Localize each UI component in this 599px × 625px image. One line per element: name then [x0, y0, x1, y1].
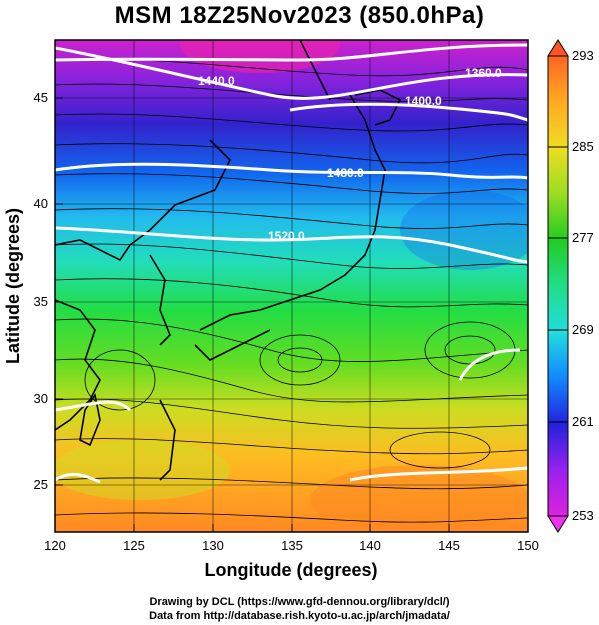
colorbar-label: 261: [572, 414, 594, 429]
x-axis-label: Longitude (degrees): [204, 560, 377, 580]
y-axis: [55, 97, 63, 486]
x-tick-label: 150: [517, 538, 539, 553]
x-tick-label: 120: [44, 538, 66, 553]
grid-lines: [55, 40, 528, 532]
credit-drawing: Drawing by DCL (https://www.gfd-dennou.o…: [149, 596, 450, 608]
coastlines: [55, 40, 402, 481]
colorbar: [547, 39, 569, 533]
temperature-field: [55, 40, 528, 532]
y-tick-labels: 25 30 35 40 45: [34, 90, 48, 492]
wind-streamlines: [55, 58, 528, 523]
x-tick-label: 140: [359, 538, 381, 553]
colorbar-label: 293: [572, 48, 594, 63]
contour-label-1360: 1360.0: [465, 66, 502, 80]
x-tick-label: 130: [202, 538, 224, 553]
contour-labels: 1360.0 1400.0 1440.0 1480.0 1520.0: [198, 66, 502, 243]
colorbar-scale: [547, 55, 569, 517]
contour-label-1520: 1520.0: [268, 229, 305, 243]
y-tick-label: 45: [34, 90, 48, 105]
colorbar-label: 277: [572, 230, 594, 245]
contour-label-1400: 1400.0: [405, 94, 442, 108]
credit-data: Data from http://database.rish.kyoto-u.a…: [149, 610, 450, 622]
chart-title: MSM 18Z25Nov2023 (850.0hPa): [114, 2, 485, 29]
x-tick-label: 135: [281, 538, 303, 553]
colorbar-labels: 293 285 277 269 261 253: [572, 48, 594, 523]
colorbar-label: 269: [572, 322, 594, 337]
contour-label-1480: 1480.0: [327, 166, 364, 180]
contour-label-1440: 1440.0: [198, 74, 235, 88]
colorbar-label: 253: [572, 508, 594, 523]
x-tick-label: 125: [123, 538, 145, 553]
x-axis: [54, 524, 529, 532]
y-tick-label: 35: [34, 294, 48, 309]
colorbar-min-arrow: [547, 515, 569, 533]
colorbar-label: 285: [572, 139, 594, 154]
y-tick-label: 30: [34, 391, 48, 406]
height-contours: [55, 43, 528, 484]
x-tick-labels: 120 125 130 135 140 145 150: [44, 538, 539, 553]
y-tick-label: 25: [34, 477, 48, 492]
colorbar-max-arrow: [547, 39, 569, 57]
x-tick-label: 145: [438, 538, 460, 553]
y-tick-label: 40: [34, 196, 48, 211]
y-axis-label: Latitude (degrees): [3, 208, 23, 364]
